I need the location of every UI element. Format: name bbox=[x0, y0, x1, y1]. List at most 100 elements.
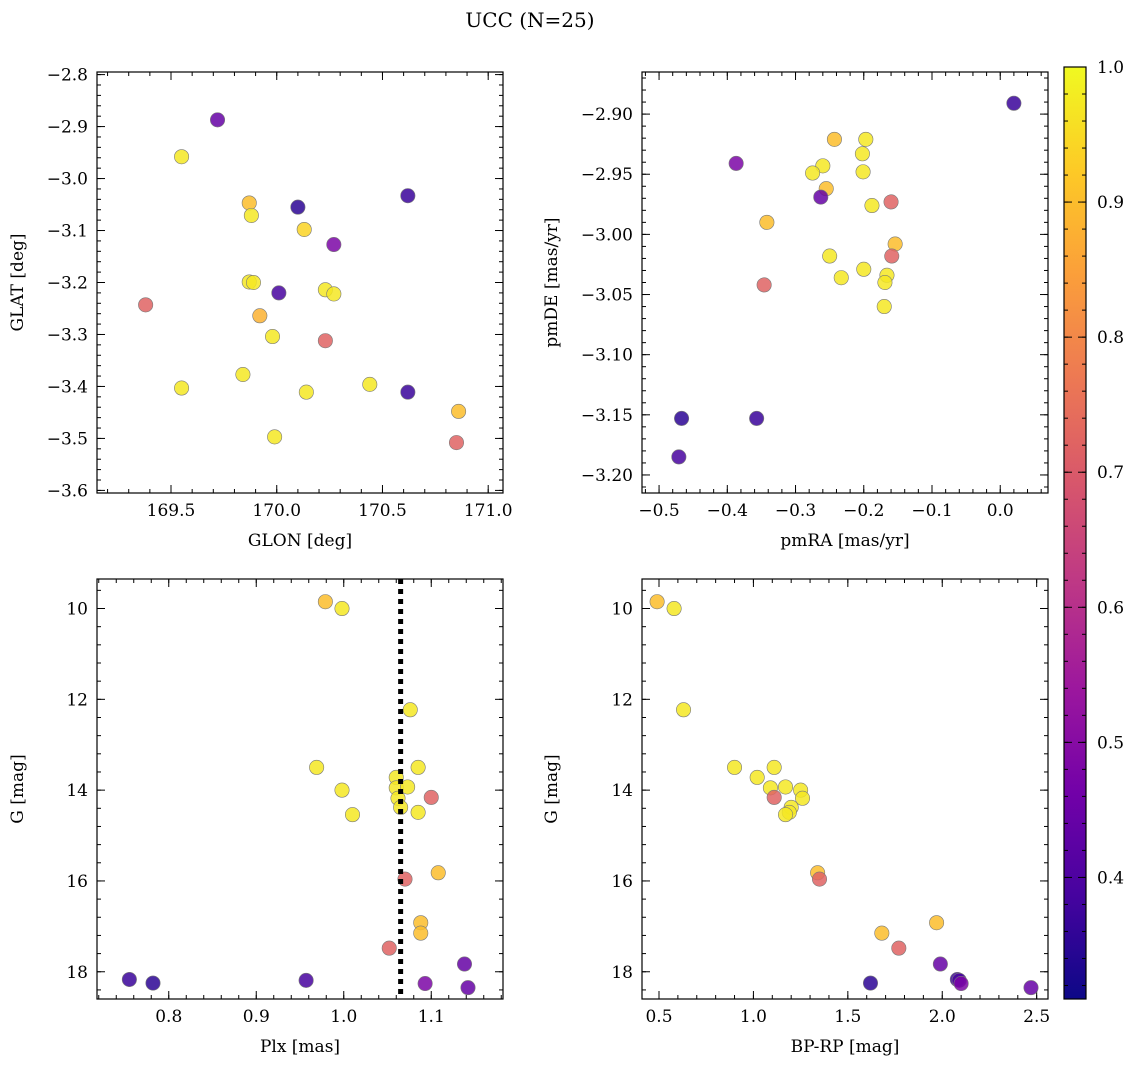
scatter-point bbox=[241, 195, 257, 211]
scatter-point bbox=[874, 925, 890, 941]
x-tick-label: 0.8 bbox=[155, 1007, 182, 1027]
scatter-point bbox=[778, 807, 794, 823]
x-tick-label: 169.5 bbox=[147, 501, 196, 521]
axes-frame bbox=[96, 71, 504, 494]
scatter-point bbox=[666, 601, 682, 617]
scatter-point bbox=[864, 198, 880, 214]
scatter-point bbox=[854, 146, 870, 162]
scatter-point bbox=[451, 403, 467, 419]
y-tick-label: −3.20 bbox=[581, 466, 633, 486]
x-tick-label: 170.5 bbox=[358, 501, 407, 521]
scatter-point bbox=[759, 214, 775, 230]
y-tick-label: −3.10 bbox=[581, 346, 633, 366]
x-tick-label: 0.5 bbox=[645, 1007, 672, 1027]
scatter-point bbox=[766, 789, 782, 805]
scatter-point bbox=[813, 189, 829, 205]
panel-2: −0.5 −0.4 −0.3 −0.2 −0.1 0.0 −3.20 −3.15 −3.10 −3… bbox=[542, 71, 1049, 551]
scatter-point bbox=[728, 155, 744, 171]
x-axis-label: Plx [mas] bbox=[260, 1037, 340, 1057]
y-tick-label: 16 bbox=[66, 872, 88, 892]
scatter-point bbox=[891, 940, 907, 956]
y-tick-label: −3.1 bbox=[47, 222, 88, 242]
y-tick-label: 14 bbox=[611, 781, 633, 801]
scatter-point bbox=[210, 112, 226, 128]
scatter-point bbox=[145, 975, 161, 991]
scatter-point bbox=[1006, 95, 1022, 111]
y-tick-label: −2.8 bbox=[47, 66, 88, 86]
colorbar-tick-label: 0.6 bbox=[1097, 598, 1124, 618]
scatter-point bbox=[400, 384, 416, 400]
scatter-point bbox=[245, 274, 261, 290]
scatter-point bbox=[448, 435, 464, 451]
scatter-point bbox=[805, 165, 821, 181]
colorbar-tick-label: 0.8 bbox=[1097, 328, 1124, 348]
scatter-point bbox=[876, 299, 892, 315]
scatter-point bbox=[417, 976, 433, 992]
scatter-point bbox=[766, 759, 782, 775]
x-tick-label: 1.5 bbox=[834, 1007, 861, 1027]
scatter-point bbox=[138, 297, 154, 313]
scatter-point bbox=[423, 789, 439, 805]
colorbar-frame bbox=[1063, 66, 1087, 1000]
y-tick-label: −3.0 bbox=[47, 170, 88, 190]
scatter-point bbox=[460, 980, 476, 996]
scatter-point bbox=[671, 449, 687, 465]
scatter-point bbox=[298, 972, 314, 988]
scatter-point bbox=[317, 594, 333, 610]
axes-frame bbox=[641, 578, 1049, 1000]
scatter-point bbox=[833, 270, 849, 286]
scatter-point bbox=[862, 975, 878, 991]
scatter-point bbox=[858, 131, 874, 147]
scatter-point bbox=[815, 158, 831, 174]
scatter-point bbox=[381, 940, 397, 956]
scatter-point bbox=[649, 594, 665, 610]
scatter-point bbox=[855, 164, 871, 180]
y-tick-label: −3.15 bbox=[581, 406, 633, 426]
panel-3: 0.8 0.9 1.0 1.1 10 12 14 16 18 Plx [mas] G [mag] bbox=[8, 578, 504, 1057]
y-tick-label: −2.95 bbox=[581, 165, 633, 185]
figure-title: UCC (N=25) bbox=[465, 8, 594, 32]
y-tick-label: 10 bbox=[611, 600, 633, 620]
colorbar-tick-label: 0.4 bbox=[1097, 868, 1124, 888]
y-axis-label: G [mag] bbox=[542, 754, 562, 823]
scatter-point bbox=[674, 410, 690, 426]
x-axis-label: pmRA [mas/yr] bbox=[780, 531, 909, 551]
x-axis-label: GLON [deg] bbox=[248, 531, 352, 551]
x-tick-label: 1.1 bbox=[418, 1007, 445, 1027]
scatter-point bbox=[265, 329, 281, 345]
y-tick-label: 12 bbox=[66, 690, 88, 710]
scatter-point bbox=[317, 333, 333, 349]
y-tick-label: −2.90 bbox=[581, 105, 633, 125]
x-axis-label: BP-RP [mag] bbox=[791, 1037, 900, 1057]
scatter-point bbox=[756, 277, 772, 293]
colorbar-tick-label: 0.7 bbox=[1097, 463, 1124, 483]
y-tick-label: −3.4 bbox=[47, 377, 88, 397]
scatter-points bbox=[671, 95, 1022, 465]
y-tick-label: 18 bbox=[66, 963, 88, 983]
scatter-point bbox=[298, 384, 314, 400]
y-tick-label: 14 bbox=[66, 781, 88, 801]
y-tick-label: 12 bbox=[611, 690, 633, 710]
scatter-point bbox=[676, 702, 692, 718]
y-tick-label: −3.3 bbox=[47, 325, 88, 345]
scatter-point bbox=[400, 779, 416, 795]
y-tick-label: −3.05 bbox=[581, 286, 633, 306]
y-tick-label: −3.2 bbox=[47, 274, 88, 294]
axes-frame bbox=[96, 578, 504, 1000]
scatter-point bbox=[326, 286, 342, 302]
x-tick-label: 170.0 bbox=[252, 501, 301, 521]
y-axis-label: pmDE [mas/yr] bbox=[542, 217, 562, 347]
scatter-point bbox=[413, 925, 429, 941]
scatter-point bbox=[749, 410, 765, 426]
scatter-point bbox=[953, 976, 969, 992]
panel-1: 169.5 170.0 170.5 171.0 −3.6 −3.5 −3.4 −3.3 −3.2… bbox=[8, 66, 513, 551]
scatter-point bbox=[795, 790, 811, 806]
scatter-point bbox=[812, 871, 828, 887]
colorbar-gradient bbox=[1064, 67, 1086, 999]
scatter-point bbox=[121, 971, 137, 987]
scatter-point bbox=[362, 376, 378, 392]
scatter-point bbox=[271, 285, 287, 301]
panel-4: 0.5 1.0 1.5 2.0 2.5 10 12 14 16 18 BP-RP [mag] G [m… bbox=[542, 578, 1050, 1057]
x-tick-label: 171.0 bbox=[464, 501, 513, 521]
